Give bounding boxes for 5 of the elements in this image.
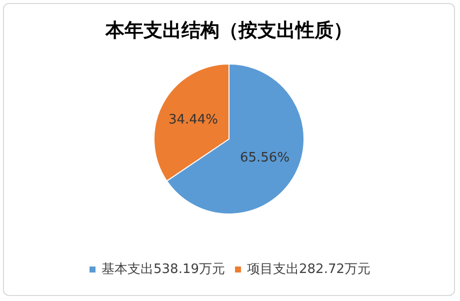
legend-label: 项目支出282.72万元 (247, 262, 370, 277)
legend-label: 基本支出538.19万元 (102, 262, 226, 277)
data-label: 65.56% (240, 150, 290, 166)
chart-title: 本年支出结构（按支出性质） (104, 20, 352, 42)
data-label: 34.44% (168, 112, 218, 128)
